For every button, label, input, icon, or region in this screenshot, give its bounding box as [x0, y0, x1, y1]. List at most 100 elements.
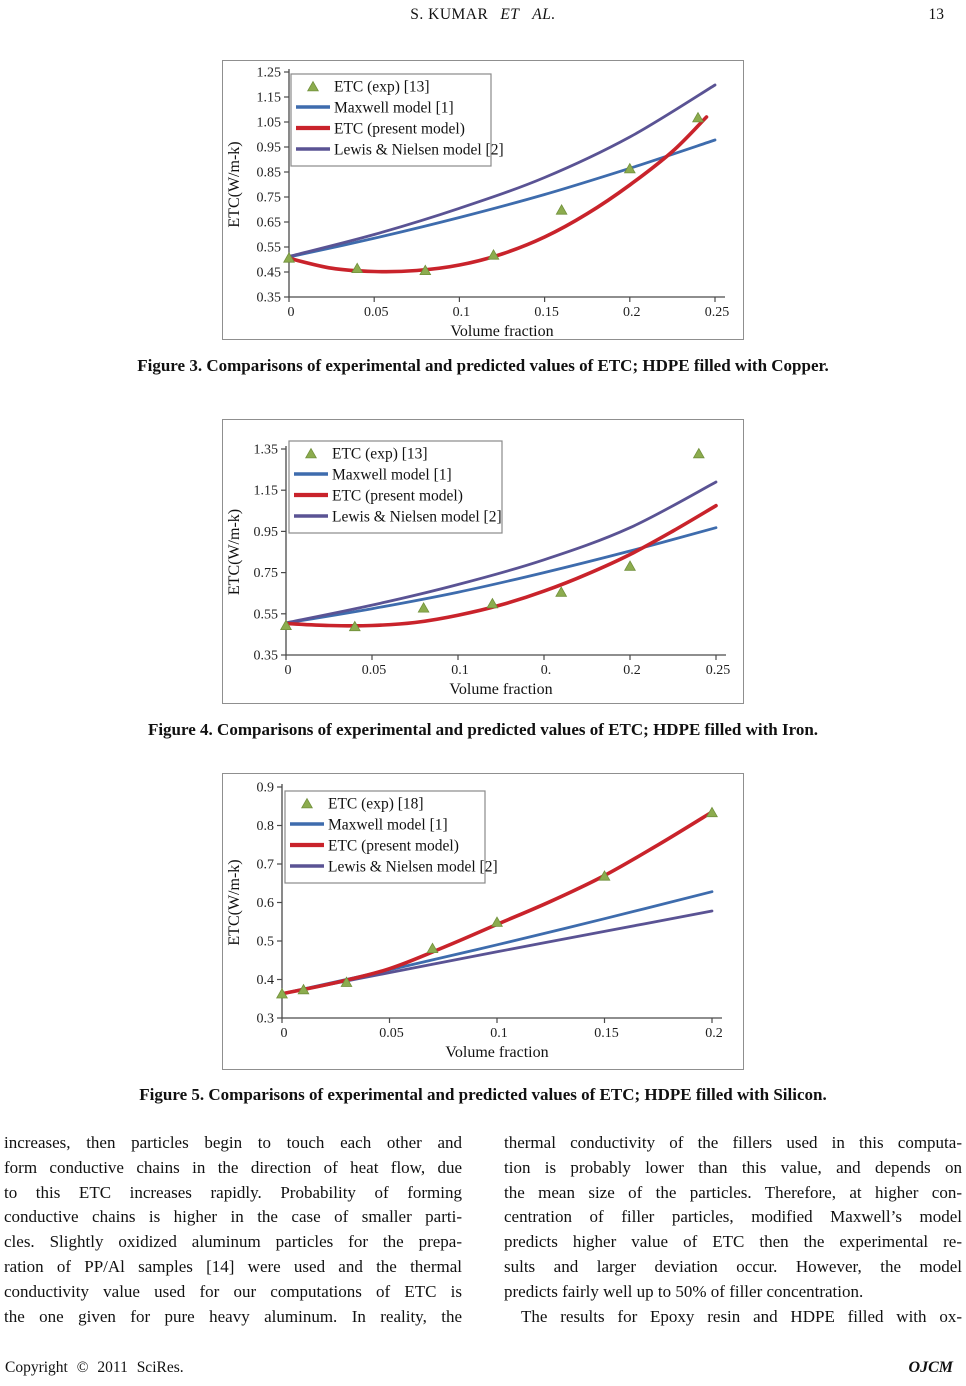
legend-label: ETC (exp) [13] [332, 446, 428, 463]
x-tick-label: 0.05 [364, 305, 389, 320]
triangle-marker [426, 942, 439, 953]
x-tick-label: 0 [285, 663, 292, 678]
x-tick-label: 0 [281, 1026, 288, 1041]
figure-5-caption: Figure 5. Comparisons of experimental an… [139, 1085, 827, 1104]
y-tick-label: 0.65 [257, 216, 282, 231]
body-text-line: the one given for pure heavy aluminum. I… [4, 1306, 462, 1326]
x-tick-label: 0.05 [362, 663, 387, 678]
triangle-marker [351, 262, 364, 273]
y-tick-label: 1.05 [257, 116, 282, 131]
body-text-line: form conductive chains in the direction … [4, 1157, 462, 1177]
triangle-marker [486, 597, 499, 609]
x-tick-label: 0.25 [706, 663, 731, 678]
triangle-marker [487, 248, 500, 260]
y-tick-label: 0.9 [257, 781, 275, 796]
body-text-line: increases, then particles begin to touch… [4, 1133, 462, 1152]
figure-3-caption: Figure 3. Comparisons of experimental an… [137, 356, 829, 375]
legend-label: ETC (exp) [18] [328, 796, 424, 813]
y-tick-label: 0.3 [257, 1012, 275, 1027]
y-tick-label: 1.15 [254, 484, 279, 499]
series-line [284, 480, 718, 625]
legend-label: Maxwell model [1] [332, 467, 452, 484]
body-text-line: conductivity value used for our computat… [4, 1281, 462, 1301]
figure-4-chart: 0.35 0.55 0.75 0.95 1.15 1.35 0 0.05 0.1 0. 0.2 0.2… [222, 419, 744, 704]
triangle-marker [348, 620, 361, 632]
y-tick-label: 0.35 [257, 291, 282, 306]
triangle-marker [419, 264, 432, 275]
y-tick-label: 0.75 [257, 191, 282, 206]
x-tick-label: 0 [288, 305, 295, 320]
y-tick-label: 0.55 [257, 241, 282, 256]
x-axis-label: Volume fraction [449, 681, 552, 698]
legend-label: ETC (present model) [332, 488, 463, 505]
triangle-marker [417, 601, 430, 613]
triangle-marker [280, 619, 292, 630]
series-line [284, 503, 718, 628]
triangle-marker [491, 916, 503, 927]
legend-label: Lewis & Nielsen model [2] [328, 859, 498, 876]
running-header-etal: ET AL. [500, 6, 556, 23]
x-tick-label: 0.2 [705, 1026, 723, 1041]
y-tick-label: 0.8 [257, 819, 275, 834]
body-text-line: sults and larger deviation occur. Howeve… [504, 1256, 962, 1276]
x-tick-label: 0.1 [490, 1026, 508, 1041]
triangle-marker [706, 806, 718, 818]
y-tick-label: 0.95 [254, 525, 279, 540]
triangle-marker [305, 447, 317, 459]
running-header-authors: S. KUMAR [410, 6, 489, 23]
y-tick-label: 0.35 [254, 649, 279, 664]
body-text-line: The results for Epoxy resin and HDPE fil… [521, 1306, 962, 1326]
triangle-marker [297, 983, 310, 995]
body-text-line: centration of filler particles, modified… [504, 1207, 962, 1227]
legend-label: ETC (present model) [334, 121, 465, 138]
legend-label: Lewis & Nielsen model [2] [332, 509, 502, 526]
triangle-marker [340, 976, 353, 987]
y-tick-label: 0.5 [257, 935, 275, 950]
y-tick-label: 0.95 [257, 141, 282, 156]
y-tick-label: 0.75 [254, 566, 279, 581]
x-tick-label: 0.15 [594, 1026, 619, 1041]
body-text-line: conductive chains is higher in the case … [4, 1207, 462, 1227]
triangle-marker [692, 447, 705, 459]
y-tick-label: 0.4 [257, 973, 275, 988]
y-tick-label: 1.35 [254, 443, 279, 458]
legend-label: ETC (exp) [13] [334, 79, 430, 96]
x-tick-label: 0. [541, 663, 552, 678]
y-tick-label: 0.45 [257, 266, 282, 281]
triangle-marker [301, 797, 313, 809]
running-header: S. KUMAR ET AL. [0, 6, 966, 24]
y-axis-label: ETC(W/m-k) [226, 509, 243, 595]
body-text-line: cles. Slightly oxidized aluminum particl… [4, 1232, 462, 1252]
x-tick-label: 0.2 [623, 663, 641, 678]
figure-5-chart: 0.3 0.4 0.5 0.6 0.7 0.8 0.9 0 0.05 0.1 0.15 0.2 Volu… [222, 773, 744, 1070]
chart-svg: 0.35 0.55 0.75 0.95 1.15 1.35 0 0.05 0.1 0. 0.2 0.2… [226, 440, 731, 698]
y-tick-label: 1.15 [257, 91, 282, 106]
body-right-column: thermal conductivity of the fillers used… [504, 1131, 962, 1329]
y-tick-label: 0.55 [254, 607, 279, 622]
triangle-marker [598, 870, 611, 881]
chart-svg: 0.35 0.45 0.55 0.65 0.75 0.85 0.95 1.05 1.15 1.25… [226, 66, 730, 341]
triangle-marker [307, 80, 319, 92]
y-axis-label: ETC(W/m-k) [226, 859, 243, 945]
triangle-marker [624, 560, 636, 571]
triangle-marker [555, 586, 568, 597]
chart-svg: 0.3 0.4 0.5 0.6 0.7 0.8 0.9 0 0.05 0.1 0.15 0.2 Volu… [226, 781, 723, 1062]
series-line [287, 138, 717, 259]
figure-4-caption: Figure 4. Comparisons of experimental an… [147, 720, 819, 739]
triangle-marker [623, 162, 636, 174]
y-axis-label: ETC(W/m-k) [226, 141, 243, 227]
series-line [287, 83, 717, 258]
legend-label: Maxwell model [1] [334, 100, 454, 117]
triangle-marker [283, 251, 295, 263]
x-tick-label: 0.25 [705, 305, 730, 320]
body-text-line: the mean size of the particles. Therefor… [504, 1182, 962, 1202]
footer-journal: OJCM [908, 1359, 953, 1376]
x-axis-label: Volume fraction [450, 323, 553, 339]
body-left-column: increases, then particles begin to touch… [4, 1131, 462, 1329]
triangle-marker [276, 987, 288, 999]
page-number: 13 [928, 6, 945, 23]
x-tick-label: 0.2 [623, 305, 641, 320]
x-tick-label: 0.1 [453, 305, 471, 320]
x-tick-label: 0.1 [451, 663, 469, 678]
